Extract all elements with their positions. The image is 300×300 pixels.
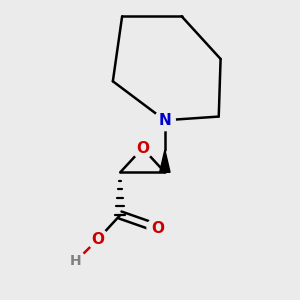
Polygon shape (160, 150, 170, 172)
Text: O: O (136, 141, 149, 156)
Circle shape (147, 218, 168, 239)
Circle shape (132, 138, 153, 158)
Circle shape (65, 251, 86, 272)
Text: H: H (70, 254, 82, 268)
Text: N: N (158, 113, 171, 128)
Circle shape (154, 110, 175, 131)
Text: O: O (92, 232, 104, 247)
Circle shape (88, 229, 108, 250)
Text: O: O (151, 220, 164, 236)
